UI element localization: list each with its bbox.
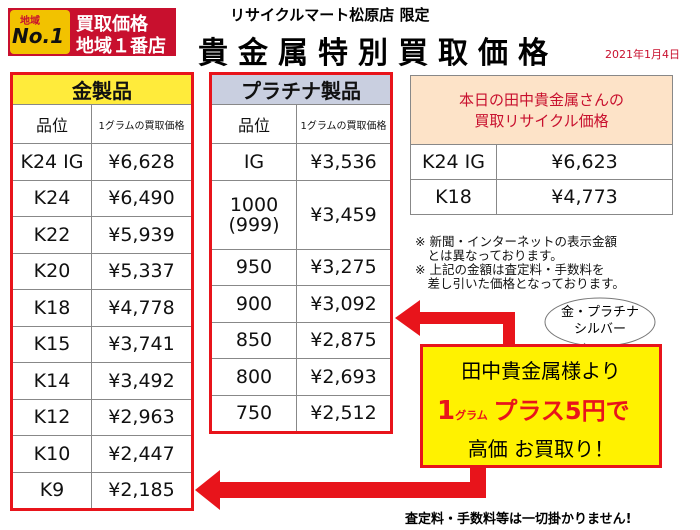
row: K9 ¥2,185 xyxy=(11,471,193,510)
price: ¥2,185 xyxy=(91,471,193,510)
column-header: 1グラムの買取価格 xyxy=(296,104,392,144)
date: 2021年1月4日 xyxy=(605,48,680,61)
column-header: 品位 xyxy=(210,104,297,144)
badge-line1: 買取価格 xyxy=(76,14,148,35)
row: K14 ¥3,492 xyxy=(11,362,193,400)
platinum-table: プラチナ製品 品位 1グラムの買取価格 IG ¥3,536 1000 (999) ¥3,45… xyxy=(209,72,393,434)
row: K24 ¥6,490 xyxy=(11,179,193,217)
grade: 900 xyxy=(210,285,297,323)
row: K18 ¥4,778 xyxy=(11,289,193,327)
price: ¥6,623 xyxy=(495,144,674,180)
price: ¥2,875 xyxy=(296,321,392,359)
grade: 850 xyxy=(210,321,297,359)
promo-line2: 1グラム プラス5円で xyxy=(437,391,657,426)
price: ¥2,512 xyxy=(296,394,392,433)
row: K10 ¥2,447 xyxy=(11,435,193,473)
badge-line2: 地域１番店 xyxy=(76,36,166,57)
row: K22 ¥5,939 xyxy=(11,216,193,254)
price: ¥5,939 xyxy=(91,216,193,254)
grade: K24 IG xyxy=(410,144,497,180)
grade: K12 xyxy=(11,398,92,436)
grade: K22 xyxy=(11,216,92,254)
promo-line3: 高価 お買取り！ xyxy=(467,437,615,461)
promo-one: 1 xyxy=(437,396,456,426)
row: 900 ¥3,092 xyxy=(210,285,392,323)
gold-table: 金製品 品位 1グラムの買取価格 K24 IG ¥6,628 K24 ¥6,490 K22 ¥5… xyxy=(10,72,194,511)
row: 950 ¥3,275 xyxy=(210,248,392,286)
grade: K24 xyxy=(11,179,92,217)
grade: K9 xyxy=(11,471,92,510)
price: ¥6,628 xyxy=(91,143,193,181)
badge-region: 地域 xyxy=(20,16,40,27)
grade: 950 xyxy=(210,248,297,286)
grade: K15 xyxy=(11,325,92,363)
bubble-text: 金・プラチナ シルバー xyxy=(560,305,639,337)
promo-line1: 田中貴金属様より xyxy=(461,359,621,383)
tanaka-table: 本日の田中貴金属さんの 買取リサイクル価格 K24 IG ¥6,623 K18 ¥4,7… xyxy=(409,75,674,215)
row: K15 ¥3,741 xyxy=(11,325,193,363)
row: 1000 (999) ¥3,459 xyxy=(210,179,392,250)
row: IG ¥3,536 xyxy=(210,143,392,181)
promo-box: 田中貴金属様より 1グラム プラス5円で 高価 お買取り！ xyxy=(420,344,662,468)
price: ¥3,275 xyxy=(296,248,392,286)
grade: K20 xyxy=(11,252,92,290)
grade: 750 xyxy=(210,394,297,433)
badge-rank-bg xyxy=(10,10,70,54)
grade: K10 xyxy=(11,435,92,473)
column-row: 品位 1グラムの買取価格 xyxy=(210,104,392,144)
badge: 地域 No.1 買取価格 地域１番店 xyxy=(8,8,176,57)
row: 850 ¥2,875 xyxy=(210,321,392,359)
price: ¥3,536 xyxy=(296,143,392,181)
price: ¥3,741 xyxy=(91,325,193,363)
row: K24 IG ¥6,623 xyxy=(410,144,674,180)
table-title: 金製品 xyxy=(11,73,193,105)
price: ¥3,092 xyxy=(296,285,392,323)
title: 貴金属特別買取価格 xyxy=(198,36,558,71)
note: ※ 上記の金額は査定料・手数料を 差し引いた価格となっております。 xyxy=(415,262,625,291)
arrow xyxy=(195,460,486,510)
column-row: 品位 1グラムの買取価格 xyxy=(11,104,193,144)
price: ¥2,447 xyxy=(91,435,193,473)
grade: IG xyxy=(210,143,297,181)
row: K20 ¥5,337 xyxy=(11,252,193,290)
price: ¥6,490 xyxy=(91,179,193,217)
grade: K24 IG xyxy=(11,143,92,181)
row: K24 IG ¥6,628 xyxy=(11,143,193,181)
column-header: 品位 xyxy=(11,104,92,144)
header-row: 金製品 xyxy=(11,73,193,105)
grade: 1000 (999) xyxy=(210,179,297,250)
footer: 査定料・手数料等は一切掛かりません! xyxy=(405,512,632,527)
price: ¥4,773 xyxy=(495,179,674,215)
row: K18 ¥4,773 xyxy=(410,179,674,215)
grade: K18 xyxy=(410,179,497,215)
header-row: 本日の田中貴金属さんの 買取リサイクル価格 xyxy=(409,75,674,145)
price: ¥3,459 xyxy=(296,179,392,250)
price: ¥5,337 xyxy=(91,252,193,290)
price: ¥3,492 xyxy=(91,362,193,400)
note: ※ 新聞・インターネットの表示金額 とは異なっております。 xyxy=(415,234,617,263)
arrow xyxy=(395,300,515,345)
column-header: 1グラムの買取価格 xyxy=(91,104,193,144)
promo-unit: グラム xyxy=(455,409,488,422)
row: 750 ¥2,512 xyxy=(210,394,392,433)
table-title: 本日の田中貴金属さんの 買取リサイクル価格 xyxy=(409,75,674,145)
badge-rank: No.1 xyxy=(12,24,64,48)
promo-plus: プラス5円で xyxy=(493,397,630,425)
store: リサイクルマート松原店 限定 xyxy=(230,6,430,24)
